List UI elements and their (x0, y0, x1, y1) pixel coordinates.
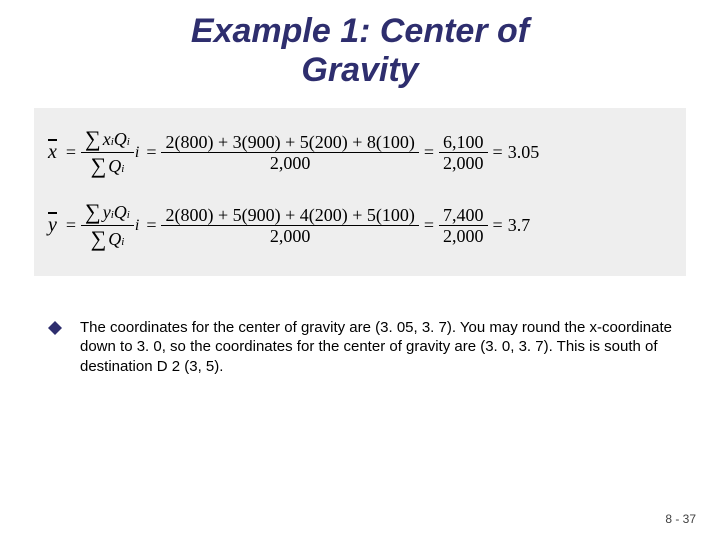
equation-y: y = ∑yiQi ∑Qi i = 2(800) + 5(900) + 4(20… (48, 199, 672, 252)
title-line-2: Gravity (301, 51, 418, 89)
reduced-fraction-x: 6,100 2,000 (439, 132, 488, 173)
slide-title: Example 1: Center of Gravity (0, 0, 720, 90)
diamond-bullet-icon (48, 321, 62, 376)
result-y: 3.7 (508, 215, 531, 236)
sum-fraction-x: ∑xiQi ∑Qi (81, 126, 134, 179)
bullet-text: The coordinates for the center of gravit… (80, 318, 672, 376)
equation-x: x = ∑xiQi ∑Qi i = 2(800) + 3(900) + 5(20… (48, 126, 672, 179)
trailing-i: i (135, 144, 139, 162)
bullet-item: The coordinates for the center of gravit… (48, 318, 672, 376)
sum-fraction-y: ∑yiQi ∑Qi (81, 199, 134, 252)
expanded-fraction-x: 2(800) + 3(900) + 5(200) + 8(100) 2,000 (161, 132, 418, 173)
equation-block: x = ∑xiQi ∑Qi i = 2(800) + 3(900) + 5(20… (34, 108, 686, 276)
title-line-1: Example 1: Center of (191, 12, 529, 50)
var-x-bar: x (48, 141, 57, 164)
slide-number: 8 - 37 (665, 512, 696, 526)
result-x: 3.05 (508, 142, 540, 163)
trailing-i: i (135, 217, 139, 235)
var-y-bar: y (48, 214, 57, 237)
equals-sign: = (66, 142, 76, 163)
reduced-fraction-y: 7,400 2,000 (439, 205, 488, 246)
expanded-fraction-y: 2(800) + 5(900) + 4(200) + 5(100) 2,000 (161, 205, 418, 246)
